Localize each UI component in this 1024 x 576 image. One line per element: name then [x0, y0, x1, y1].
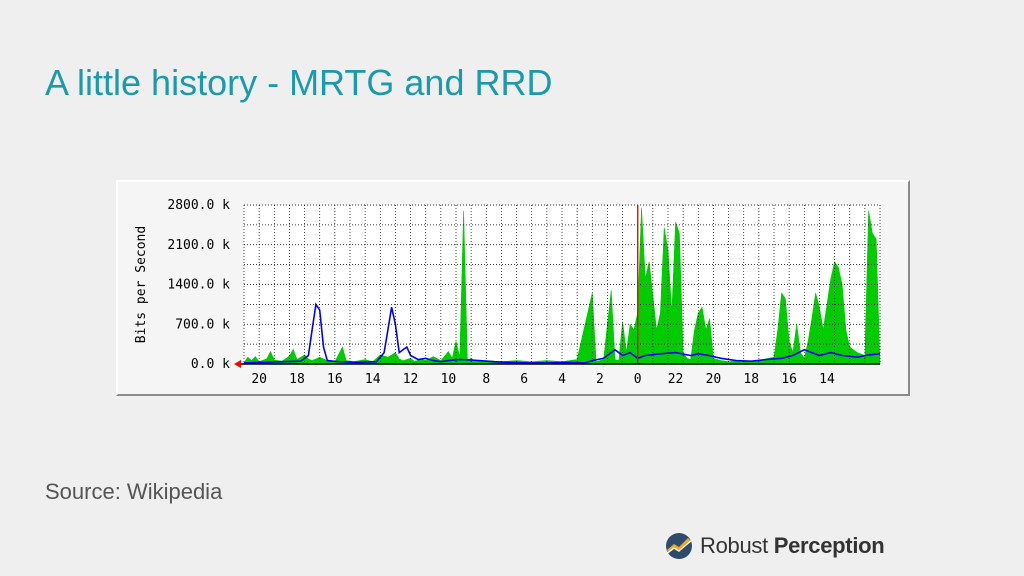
y-tick-label: 2800.0 k — [167, 198, 230, 213]
x-tick-label: 18 — [289, 372, 305, 387]
brand-name-regular: Robust — [700, 533, 768, 558]
x-tick-label: 18 — [743, 372, 759, 387]
x-tick-label: 22 — [668, 372, 684, 387]
x-tick-label: 20 — [251, 372, 267, 387]
brand-name: Robust Perception — [700, 533, 885, 559]
y-tick-label: 700.0 k — [175, 317, 230, 332]
x-tick-label: 8 — [482, 372, 490, 387]
y-tick-label: 0.0 k — [191, 357, 230, 372]
x-tick-label: 0 — [634, 372, 642, 387]
x-tick-label: 10 — [441, 372, 457, 387]
x-tick-label: 16 — [781, 372, 797, 387]
robust-perception-logo-icon — [665, 533, 693, 559]
x-tick-label: 14 — [365, 372, 381, 387]
x-tick-label: 16 — [327, 372, 343, 387]
mrtg-chart: 0.0 k 700.0 k 1400.0 k 2100.0 k 2800.0 k 20 18… — [116, 180, 910, 396]
series-outbound-line — [243, 302, 881, 364]
x-tick-label: 12 — [403, 372, 419, 387]
x-tick-label: 20 — [706, 372, 722, 387]
x-tick-label: 2 — [596, 372, 604, 387]
x-tick-label: 6 — [520, 372, 528, 387]
brand-name-bold: Perception — [773, 533, 885, 558]
y-tick-label: 1400.0 k — [167, 278, 230, 293]
series-inbound-area — [243, 207, 881, 365]
x-tick-label: 14 — [819, 372, 835, 387]
brand-logo: Robust Perception — [664, 530, 885, 562]
x-axis-arrow — [234, 360, 241, 368]
source-caption: Source: Wikipedia — [45, 479, 223, 504]
slide-title: A little history - MRTG and RRD — [45, 62, 553, 103]
x-tick-label: 4 — [558, 372, 566, 387]
y-tick-label: 2100.0 k — [167, 238, 230, 253]
y-axis-label: Bits per Second — [134, 226, 149, 343]
